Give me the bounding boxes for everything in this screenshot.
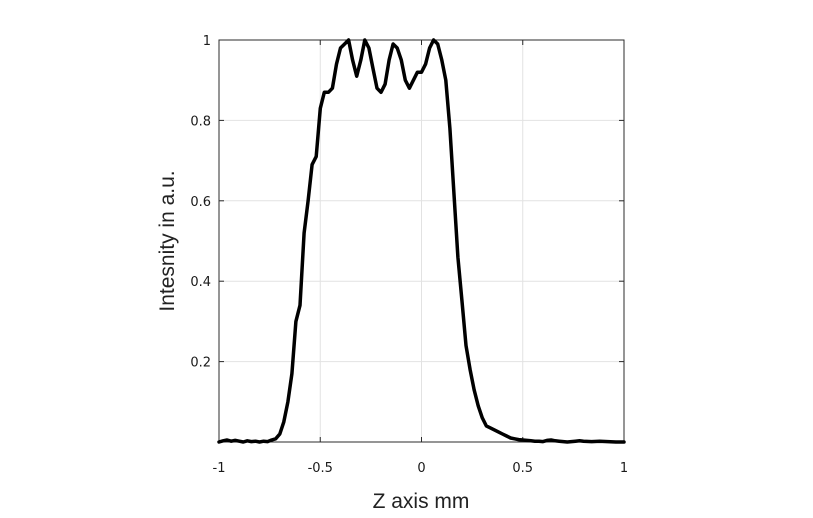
y-axis-label: Intesnity in a.u. (156, 170, 179, 311)
x-tick-label: -0.5 (308, 461, 333, 476)
y-tick-label: 0.8 (190, 114, 211, 129)
intensity-series-line (217, 38, 626, 444)
x-tick-label: 1 (620, 461, 628, 476)
y-tick-label: 1 (203, 34, 211, 49)
y-tick-label: 0.4 (190, 275, 211, 290)
y-tick-label: 0.2 (190, 356, 211, 371)
x-tick-label: 0.5 (512, 461, 533, 476)
y-tick-label: 0.6 (190, 195, 211, 210)
grid (218, 39, 625, 442)
x-axis-label: Z axis mm (373, 490, 470, 513)
x-tick-label: 0 (417, 461, 425, 476)
series-group (217, 38, 626, 444)
axis-ticks: -1 -0.5 0 0.5 1 0.2 0.4 0.6 0.8 1 (190, 34, 628, 476)
x-tick-label: -1 (213, 461, 226, 476)
